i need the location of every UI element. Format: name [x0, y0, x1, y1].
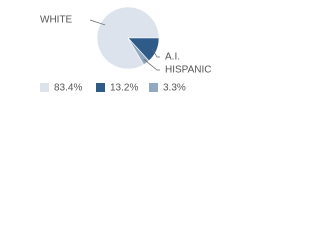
- slice-label: A.I.: [165, 52, 180, 63]
- legend-swatch: [96, 83, 105, 92]
- legend-label: 3.3%: [163, 83, 186, 94]
- slice-label: WHITE: [40, 15, 73, 26]
- legend-swatch: [40, 83, 49, 92]
- leader-line: [89, 19, 106, 26]
- legend-label: 83.4%: [54, 83, 82, 94]
- pie-slice: [127, 37, 150, 66]
- leader-line: [151, 48, 160, 58]
- chart: WHITE A.I. HISPANIC 83.4% 13.2% 3.3%: [40, 6, 212, 94]
- slice-label: HISPANIC: [165, 65, 212, 76]
- leader-line: [143, 58, 160, 71]
- legend-label: 13.2%: [110, 83, 138, 94]
- legend-swatch: [149, 83, 158, 92]
